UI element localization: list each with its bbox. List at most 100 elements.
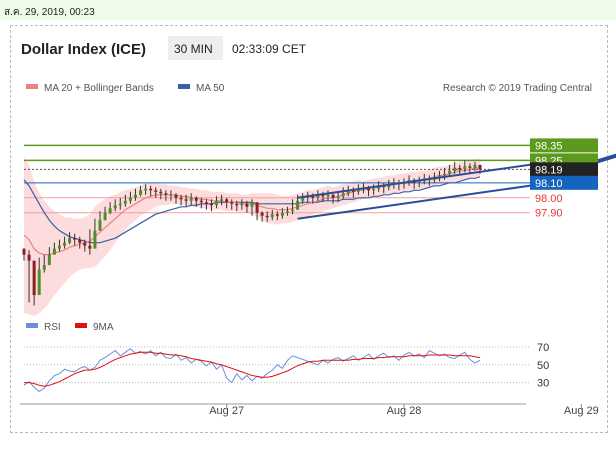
rsi-ma-legend-swatch <box>75 323 87 328</box>
candle-body <box>174 194 178 198</box>
rsi-tick-70: 70 <box>537 342 549 354</box>
bollinger-bands <box>24 157 480 316</box>
candle-body <box>184 199 188 201</box>
top-status-bar: ส.ค. 29, 2019, 00:23 <box>0 0 616 20</box>
candle-body <box>316 194 320 198</box>
candle-body <box>250 202 254 207</box>
candle-body <box>448 170 452 174</box>
candle-body <box>255 202 259 213</box>
candle-body <box>443 173 447 176</box>
candle-body <box>265 215 269 218</box>
candle-body <box>149 188 153 191</box>
candle-body <box>113 205 117 209</box>
rsi-ma-legend-label: 9MA <box>93 322 114 333</box>
channel-lower-line <box>297 178 572 220</box>
candle-body <box>22 248 26 255</box>
level-label-98.10: 98.10 <box>535 178 563 190</box>
candle-body <box>32 260 36 296</box>
candle-body <box>73 238 77 240</box>
candle-body <box>37 269 41 296</box>
candle-body <box>326 194 330 197</box>
candle-body <box>275 214 279 216</box>
level-label-98.00: 98.00 <box>535 193 563 205</box>
source-credit: Research © 2019 Trading Central <box>443 83 592 94</box>
candle-body <box>285 211 289 213</box>
candle-body <box>57 245 61 249</box>
level-label-97.90: 97.90 <box>535 208 563 220</box>
candle-body <box>225 199 229 203</box>
candle-body <box>453 167 457 171</box>
candle-body <box>27 254 31 261</box>
candle-body <box>68 238 72 243</box>
candle-body <box>123 200 127 204</box>
rsi-lines <box>23 348 481 393</box>
candle-body <box>128 197 132 201</box>
candle-body <box>458 167 462 170</box>
candle-body <box>52 248 56 255</box>
channel-upper-line <box>297 157 572 199</box>
candle-body <box>346 190 350 194</box>
candle-body <box>215 200 219 206</box>
level-label-98.19: 98.19 <box>535 164 563 176</box>
bollinger-band-area <box>24 157 480 316</box>
x-tick-label: Aug 27 <box>209 405 244 417</box>
candlesticks <box>22 160 482 306</box>
ma20-legend-label: MA 20 + Bollinger Bands <box>44 83 154 94</box>
candle-body <box>280 212 284 216</box>
candle-body <box>230 202 234 204</box>
level-tag-98.35 <box>530 138 598 153</box>
candle-body <box>194 197 198 201</box>
candle-body <box>468 166 472 168</box>
rsi-legend-label: RSI <box>44 322 61 333</box>
candle-body <box>220 199 224 201</box>
candle-body <box>356 188 360 192</box>
timeframe-box[interactable] <box>168 36 223 60</box>
candle-body <box>372 188 376 191</box>
candle-body <box>296 200 300 210</box>
rsi-ma-line <box>24 351 481 387</box>
x-axis-ticks: Aug 27 Aug 28 Aug 29 <box>209 404 599 417</box>
candle-body <box>341 193 345 197</box>
candle-body <box>199 200 203 203</box>
candle-body <box>291 209 295 212</box>
x-tick-label: Aug 29 <box>564 405 599 417</box>
candle-body <box>209 203 213 206</box>
chart-title: Dollar Index (ICE) <box>21 41 147 58</box>
x-tick-label: Aug 28 <box>387 405 422 417</box>
candle-body <box>189 197 193 201</box>
candle-body <box>169 194 173 196</box>
candle-body <box>204 202 208 204</box>
timestamp-text: ส.ค. 29, 2019, 00:23 <box>4 7 95 18</box>
candle-body <box>235 203 239 206</box>
chart-panel <box>10 25 608 433</box>
candle-body <box>473 164 477 168</box>
candle-body <box>98 220 102 231</box>
candle-body <box>377 185 381 189</box>
candle-body <box>133 194 137 198</box>
candle-body <box>179 197 183 200</box>
candle-body <box>42 265 46 270</box>
level-tag-98.19 <box>530 162 598 177</box>
level-tag-98.10 <box>530 175 598 190</box>
candle-body <box>331 194 335 198</box>
candle-body <box>301 197 305 201</box>
rsi-legend-swatch <box>26 323 38 328</box>
candle-body <box>311 196 315 198</box>
ma20-legend-swatch <box>26 84 38 89</box>
rsi-line <box>23 348 481 393</box>
level-label-98.35: 98.35 <box>535 140 563 152</box>
candle-body <box>463 166 467 170</box>
timeframe-label[interactable]: 30 MIN <box>174 42 213 56</box>
ma50-legend-swatch <box>178 84 190 89</box>
candle-body <box>83 242 87 246</box>
candle-body <box>417 181 421 183</box>
candle-body <box>240 203 244 206</box>
candle-body <box>108 208 112 213</box>
candle-body <box>437 175 441 177</box>
candle-body <box>118 203 122 206</box>
candle-body <box>139 190 143 195</box>
candle-body <box>63 242 67 246</box>
candle-body <box>245 203 249 207</box>
